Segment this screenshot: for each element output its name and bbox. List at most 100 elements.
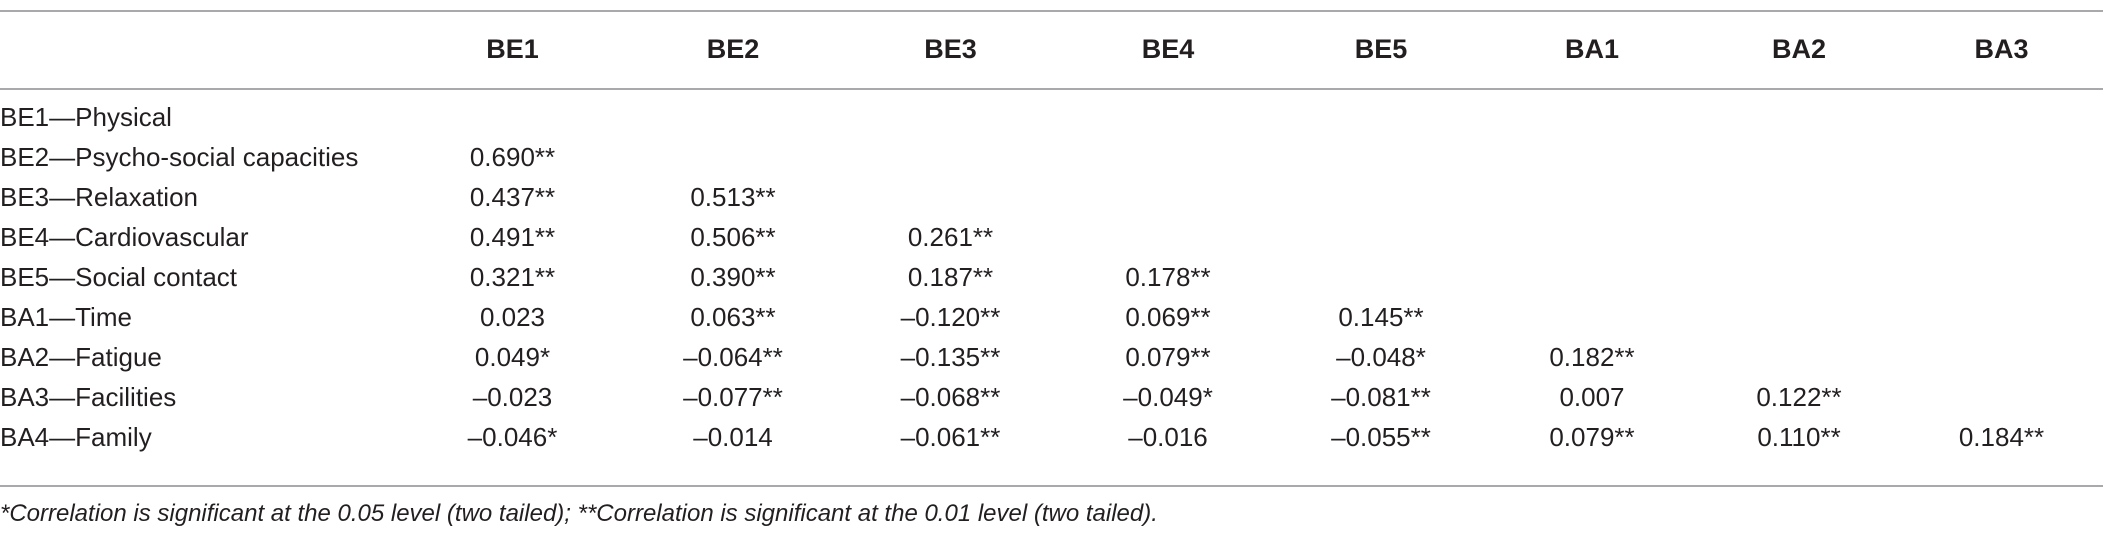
table-row: BA4—Family –0.046* –0.014 –0.061** –0.016 –0.… [0, 417, 2103, 457]
table-cell [1486, 257, 1698, 297]
table-cell: 0.079** [1125, 341, 1211, 372]
table-cell [625, 137, 841, 177]
table-cell [1900, 377, 2103, 417]
table-cell: 0.178** [1125, 261, 1211, 292]
table-cell: –0.081** [1331, 381, 1431, 412]
header-cell-be4: BE4 [1141, 34, 1195, 64]
table-cell: 0.321** [469, 261, 556, 292]
table-cell: 0.437** [469, 181, 556, 212]
table-cell [1900, 257, 2103, 297]
table-cell: –0.135** [900, 341, 1001, 372]
table-row: BE5—Social contact 0.321** 0.390** 0.187** 0… [0, 257, 2103, 297]
row-label: BA3—Facilities [0, 381, 177, 412]
table-cell: 0.110** [1757, 421, 1841, 452]
table-cell: 0.023 [479, 301, 546, 332]
table-cell [625, 87, 841, 137]
table-cell [1698, 337, 1900, 377]
table-row: BE1—Physical [0, 87, 2103, 137]
table-cell: 0.513** [690, 181, 776, 212]
table-cell [1276, 87, 1486, 137]
table-cell: –0.014 [693, 421, 773, 452]
header-cell-label [0, 12, 400, 87]
table-cell [1486, 87, 1698, 137]
row-label: BA2—Fatigue [0, 341, 162, 372]
table-cell: –0.048* [1336, 341, 1426, 372]
header-cell-ba1: BA1 [1564, 34, 1619, 64]
table-header-rule [0, 88, 2103, 90]
table-cell [1060, 137, 1276, 177]
table-row: BE3—Relaxation 0.437** 0.513** [0, 177, 2103, 217]
table-cell [1698, 297, 1900, 337]
table-cell [1900, 177, 2103, 217]
table-cell: 0.069** [1125, 301, 1211, 332]
table-cell: 0.690** [469, 141, 556, 172]
table-row: BA3—Facilities –0.023 –0.077** –0.068** –0.0… [0, 377, 2103, 417]
table-cell: –0.049* [1123, 381, 1213, 412]
table-cell: –0.055** [1331, 421, 1431, 452]
table-cell [1276, 257, 1486, 297]
table-row: BA2—Fatigue 0.049* –0.064** –0.135** 0.079**… [0, 337, 2103, 377]
table-cell: 0.079** [1549, 421, 1635, 452]
table-cell: 0.491** [469, 221, 556, 252]
table-cell: –0.061** [900, 421, 1001, 452]
table-cell: 0.122** [1756, 381, 1842, 412]
row-label: BE4—Cardiovascular [0, 221, 249, 252]
table-cell: 0.187** [907, 261, 994, 292]
table-cell [1486, 217, 1698, 257]
correlation-table: BE1 BE2 BE3 BE4 BE5 BA1 BA2 BA3 BE1—Physical BE2… [0, 12, 2103, 457]
table-cell: –0.023 [472, 381, 553, 412]
header-cell-ba3: BA3 [1974, 34, 2029, 64]
table-cell [841, 177, 1060, 217]
row-label: BE3—Relaxation [0, 181, 198, 212]
table-row: BE4—Cardiovascular 0.491** 0.506** 0.261** [0, 217, 2103, 257]
table-cell: –0.046* [467, 421, 558, 452]
header-cell-be1: BE1 [486, 34, 539, 64]
row-label: BA1—Time [0, 301, 132, 332]
table-cell: –0.064** [683, 341, 783, 372]
table-cell [1276, 137, 1486, 177]
table-header-row: BE1 BE2 BE3 BE4 BE5 BA1 BA2 BA3 [0, 12, 2103, 87]
header-cell-be3: BE3 [924, 34, 977, 64]
table-cell: 0.184** [1958, 421, 2045, 452]
table-cell: 0.145** [1338, 301, 1424, 332]
table-cell [1698, 87, 1900, 137]
table-cell: 0.007 [1559, 381, 1625, 412]
table-cell [1900, 217, 2103, 257]
table-cell [1900, 137, 2103, 177]
table-cell: 0.049* [474, 341, 551, 372]
table-body: BE1—Physical BE2—Psycho-social capacities… [0, 87, 2103, 457]
table-cell: –0.120** [900, 301, 1001, 332]
table-cell [1486, 177, 1698, 217]
table-cell [841, 137, 1060, 177]
table-cell: 0.063** [690, 301, 776, 332]
table-cell [1060, 87, 1276, 137]
table-cell: 0.390** [690, 261, 776, 292]
table-cell: –0.016 [1128, 421, 1208, 452]
header-cell-be2: BE2 [706, 34, 760, 64]
table-cell [1060, 177, 1276, 217]
table-cell: –0.077** [683, 381, 783, 412]
table-cell: 0.182** [1549, 341, 1635, 372]
table-footnote: *Correlation is significant at the 0.05 … [0, 500, 1158, 527]
table-cell [1698, 217, 1900, 257]
table-cell [1698, 137, 1900, 177]
table-row: BA1—Time 0.023 0.063** –0.120** 0.069** 0.145… [0, 297, 2103, 337]
table-cell [1276, 177, 1486, 217]
row-label: BA4—Family [0, 421, 152, 452]
row-label: BE1—Physical [0, 101, 172, 132]
table-cell [1698, 177, 1900, 217]
table-cell [1900, 297, 2103, 337]
table-bottom-rule [0, 485, 2103, 487]
table-cell [1900, 337, 2103, 377]
table-cell [1486, 297, 1698, 337]
table-cell: –0.068** [900, 381, 1001, 412]
header-cell-be5: BE5 [1354, 34, 1408, 64]
header-cell-ba2: BA2 [1771, 34, 1826, 64]
table-cell: 0.506** [690, 221, 776, 252]
table-cell: 0.261** [907, 221, 994, 252]
row-label: BE2—Psycho-social capacities [0, 141, 359, 172]
table-cell [1060, 217, 1276, 257]
table-cell [400, 87, 625, 137]
table-top-rule [0, 10, 2103, 12]
table-cell [1486, 137, 1698, 177]
